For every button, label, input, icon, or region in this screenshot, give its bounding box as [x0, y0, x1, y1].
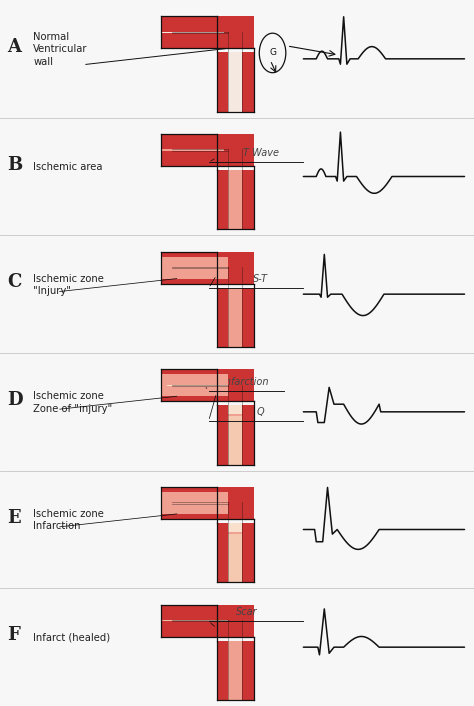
Bar [161, 369, 254, 401]
Text: Ischemic zone
Infarction: Ischemic zone Infarction [33, 509, 104, 532]
Bar [228, 405, 243, 416]
Text: B: B [7, 156, 22, 174]
Bar [228, 170, 243, 229]
Bar [217, 641, 254, 700]
Bar [161, 134, 254, 166]
Bar [161, 487, 254, 519]
Text: T Wave: T Wave [243, 148, 279, 158]
Text: Ischemic area: Ischemic area [33, 162, 103, 172]
Text: Q: Q [257, 407, 264, 417]
Text: D: D [7, 391, 23, 409]
Bar [217, 170, 254, 229]
Text: Infarction: Infarction [223, 377, 270, 387]
Text: C: C [7, 273, 21, 292]
Bar [161, 605, 254, 637]
Bar [161, 492, 228, 514]
Bar [217, 523, 254, 582]
Bar [228, 641, 243, 700]
Bar [217, 288, 254, 347]
Text: Scar: Scar [236, 607, 257, 617]
Bar [228, 405, 242, 414]
Bar [217, 405, 254, 465]
Bar [228, 523, 243, 582]
Text: Ischemic zone
"Injury": Ischemic zone "Injury" [33, 273, 104, 296]
Bar [161, 267, 224, 268]
Bar [228, 405, 243, 465]
Bar [164, 620, 228, 621]
Bar [217, 52, 254, 112]
Text: E: E [7, 509, 21, 527]
Bar [228, 52, 243, 112]
Bar [228, 523, 242, 532]
Text: Ischemic zone
Zone of "injury": Ischemic zone Zone of "injury" [33, 391, 112, 414]
Text: F: F [7, 626, 20, 645]
Text: S-T: S-T [253, 274, 268, 284]
Bar [161, 16, 254, 48]
Text: A: A [7, 38, 21, 56]
Bar [161, 252, 254, 284]
Bar [161, 257, 228, 279]
Bar [161, 385, 224, 386]
Text: G: G [269, 49, 276, 57]
Bar [161, 374, 228, 396]
Bar [228, 288, 243, 299]
Bar [228, 288, 243, 347]
Bar [228, 523, 243, 534]
Bar [161, 32, 224, 33]
Bar [161, 620, 224, 621]
Text: Infarct (healed): Infarct (healed) [33, 633, 110, 642]
Text: Normal
Ventricular
wall: Normal Ventricular wall [33, 32, 88, 67]
